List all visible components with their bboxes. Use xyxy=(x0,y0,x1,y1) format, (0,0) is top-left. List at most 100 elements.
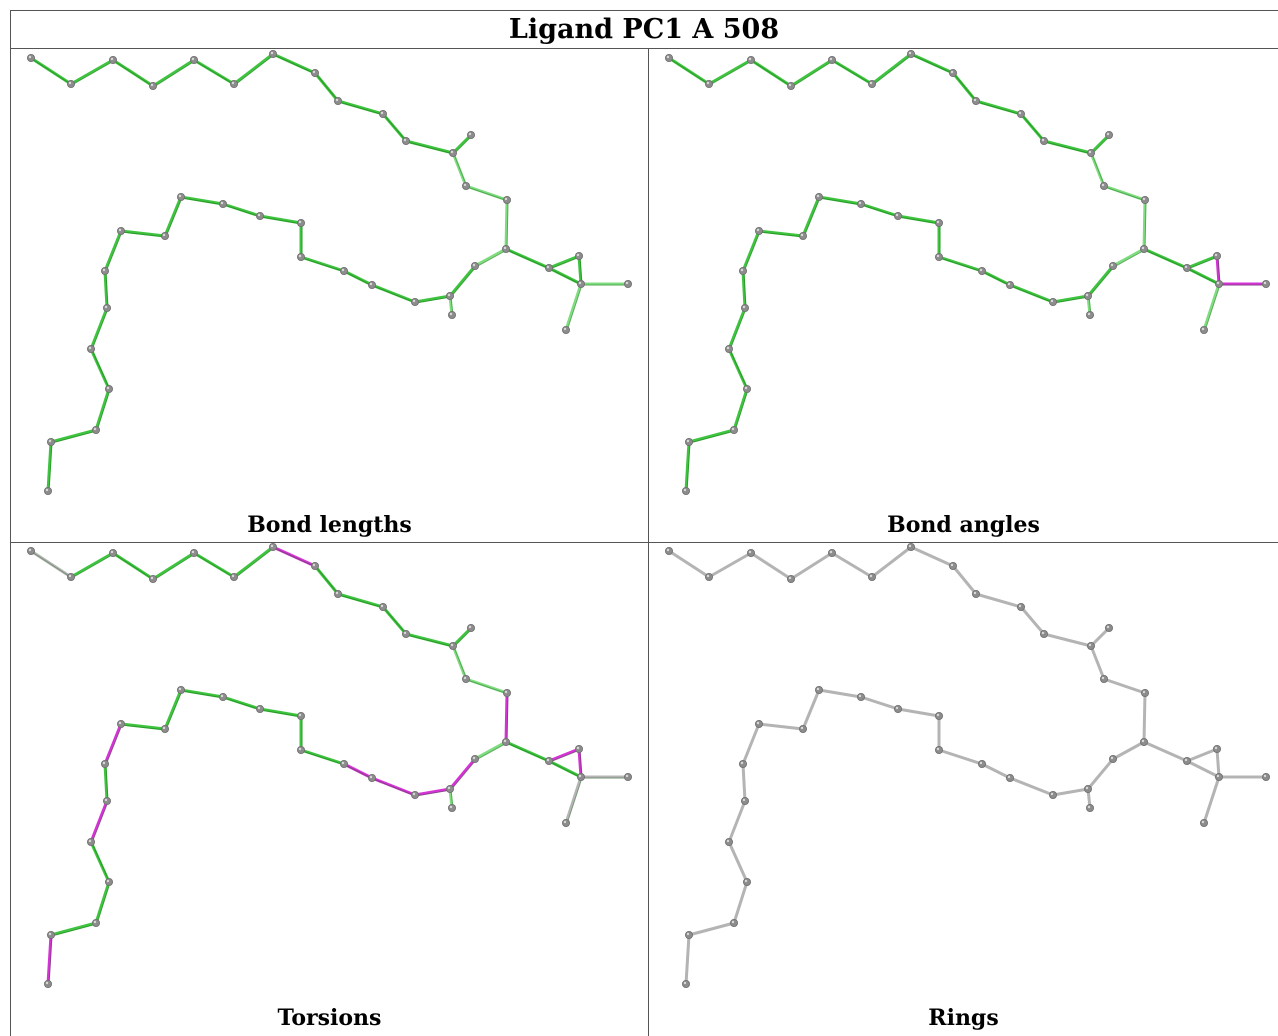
atom-highlight xyxy=(1050,792,1054,796)
bond xyxy=(741,229,761,273)
atom-highlight xyxy=(1101,676,1105,680)
bond xyxy=(1051,787,1090,797)
bond xyxy=(707,551,753,579)
bond-shadow xyxy=(113,553,155,581)
bond xyxy=(1102,184,1147,202)
atom-highlight xyxy=(118,721,122,725)
bond xyxy=(547,254,581,270)
atom xyxy=(741,796,750,805)
atom-highlight xyxy=(706,81,710,85)
bond xyxy=(49,428,98,444)
bond xyxy=(29,549,73,579)
atom-highlight xyxy=(979,761,983,765)
atom xyxy=(296,218,305,227)
atom xyxy=(739,266,748,275)
bond xyxy=(504,740,551,763)
bond-shadow xyxy=(181,690,225,699)
atom xyxy=(827,56,836,64)
bond xyxy=(1185,759,1221,779)
caption-torsions: Torsions xyxy=(277,1005,382,1031)
atom xyxy=(466,131,475,140)
bond xyxy=(564,775,583,825)
bond xyxy=(1008,283,1055,304)
bond-shadow xyxy=(566,777,583,825)
atom-highlight xyxy=(936,254,940,258)
bond xyxy=(451,133,473,155)
atom xyxy=(1085,803,1094,812)
atom xyxy=(867,572,876,581)
atom xyxy=(296,252,305,261)
bond xyxy=(974,99,1023,116)
bond xyxy=(119,229,167,238)
bond xyxy=(749,58,793,88)
atom xyxy=(160,231,169,240)
bond-shadow xyxy=(96,389,111,432)
bond xyxy=(1142,247,1189,270)
atom-highlight xyxy=(563,327,567,331)
bond xyxy=(727,347,749,391)
atom-highlight xyxy=(1085,293,1089,297)
atom-highlight xyxy=(1018,604,1022,608)
bond xyxy=(271,52,317,75)
atom xyxy=(67,572,76,581)
bond-shadow xyxy=(743,271,747,310)
atom xyxy=(1048,790,1057,799)
atom-highlight xyxy=(150,83,154,87)
figure-title: Ligand PC1 A 508 xyxy=(10,10,1278,49)
atom-highlight xyxy=(503,246,507,250)
bond-shadow xyxy=(406,141,455,155)
atom xyxy=(339,266,348,275)
bond-shadow xyxy=(506,249,551,270)
atom xyxy=(268,543,277,551)
bond xyxy=(413,787,452,797)
bond-shadow xyxy=(273,547,317,568)
atom-highlight xyxy=(1007,282,1011,286)
atom xyxy=(26,547,35,555)
atom xyxy=(562,325,571,334)
bond xyxy=(381,112,408,143)
bond xyxy=(896,214,941,225)
atom-highlight xyxy=(666,55,670,59)
bond-shadow xyxy=(453,135,473,155)
atom-highlight xyxy=(45,488,49,492)
bond xyxy=(192,551,236,579)
atom xyxy=(1213,744,1222,753)
atom-highlight xyxy=(578,774,582,778)
bond xyxy=(69,551,115,579)
atom-highlight xyxy=(858,201,862,205)
atom-highlight xyxy=(449,312,453,316)
atom-highlight xyxy=(312,70,316,74)
bond-shadow xyxy=(372,285,417,304)
atom xyxy=(741,303,750,312)
atom xyxy=(977,759,986,768)
atom-highlight xyxy=(979,268,983,272)
atom-highlight xyxy=(335,98,339,102)
bond-shadow xyxy=(260,709,303,718)
bond-shadow xyxy=(898,216,941,225)
bond xyxy=(49,921,98,937)
bond-shadow xyxy=(383,607,408,636)
atom xyxy=(1213,251,1222,260)
atom-highlight xyxy=(110,57,114,61)
bond-shadow xyxy=(832,60,874,86)
atom xyxy=(1139,737,1148,746)
atom xyxy=(461,181,470,190)
bond xyxy=(111,58,155,88)
atom-highlight xyxy=(48,932,52,936)
atom-highlight xyxy=(48,439,52,443)
atom xyxy=(624,772,633,781)
atom xyxy=(705,572,714,581)
atom-highlight xyxy=(1201,327,1205,331)
atom xyxy=(466,624,475,633)
bond-shadow xyxy=(415,296,452,304)
bond-shadow xyxy=(91,842,111,884)
bond xyxy=(464,184,509,202)
atom-highlight xyxy=(298,220,302,224)
atom xyxy=(934,711,943,720)
bond xyxy=(94,880,111,925)
atom-highlight xyxy=(1110,756,1114,760)
bond xyxy=(577,747,583,779)
bond xyxy=(909,52,955,75)
atom-highlight xyxy=(744,879,748,883)
bond-shadow xyxy=(1091,153,1106,188)
